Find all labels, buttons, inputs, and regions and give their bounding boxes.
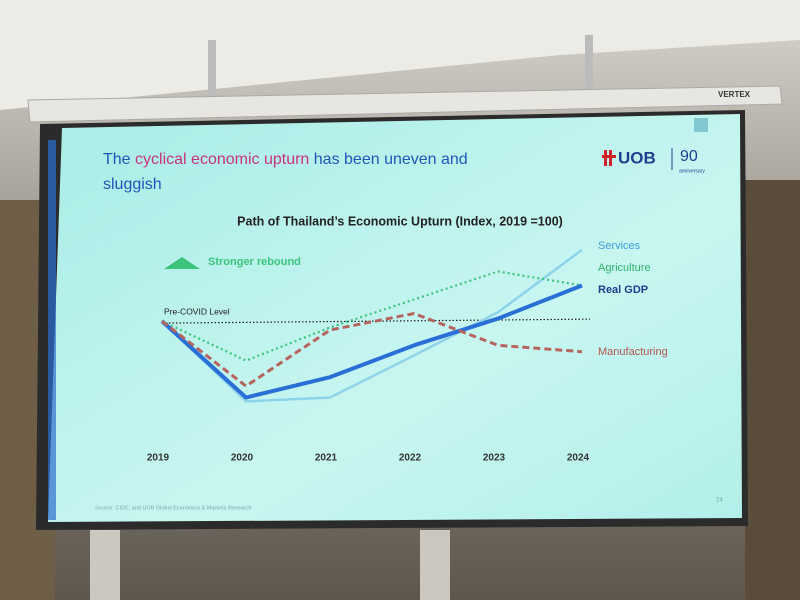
chart-title: Path of Thailand’s Economic Upturn (Inde…	[237, 214, 563, 228]
hanger	[208, 40, 216, 100]
series-label: Agriculture	[598, 262, 651, 274]
x-tick-label: 2022	[399, 453, 422, 464]
headline-part: The	[103, 151, 131, 168]
plot: 2019 2020 2021 2022 2023 2024 Pre-COVID Level S…	[147, 240, 668, 464]
series-line	[161, 311, 583, 388]
projector-brand: VERTEX	[718, 90, 751, 99]
logo-anniversary-word: anniversary	[679, 168, 705, 174]
x-tick-label: 2023	[483, 453, 506, 464]
x-tick-label: 2019	[147, 453, 170, 464]
hanger	[585, 35, 593, 90]
slide	[48, 114, 742, 522]
annotation: Stronger rebound	[208, 256, 301, 268]
headline-highlight: cyclical economic upturn	[135, 151, 309, 168]
series-label: Real GDP	[598, 284, 648, 296]
x-tick-label: 2024	[567, 453, 590, 464]
screen-housing	[27, 85, 783, 123]
wall-panel	[745, 180, 800, 600]
corner-icon	[694, 118, 708, 132]
series-label: Services	[598, 240, 641, 252]
headline-part: has been uneven and	[314, 151, 468, 168]
logo-anniversary: 90	[680, 148, 698, 165]
logo-bar	[602, 155, 616, 158]
x-tick-label: 2021	[315, 453, 338, 464]
series-label: Manufacturing	[598, 346, 668, 358]
headline: The cyclical economic upturn has been un…	[103, 151, 468, 168]
stand	[420, 530, 450, 600]
headline: sluggish	[103, 176, 162, 193]
series-line	[161, 248, 583, 403]
slide-edge	[48, 140, 56, 520]
x-tick-label: 2020	[231, 453, 254, 464]
ceiling	[0, 0, 800, 110]
source: Source: CEIC, and UOB Global Economics &…	[95, 505, 252, 511]
series-line	[160, 283, 583, 400]
reference-label: Pre-COVID Level	[164, 306, 230, 316]
annotation-icon	[164, 257, 200, 269]
logo: UOB 90 anniversary	[602, 148, 705, 174]
stand	[90, 530, 120, 600]
page-number: 24	[716, 498, 723, 504]
logo-text: UOB	[618, 148, 656, 167]
